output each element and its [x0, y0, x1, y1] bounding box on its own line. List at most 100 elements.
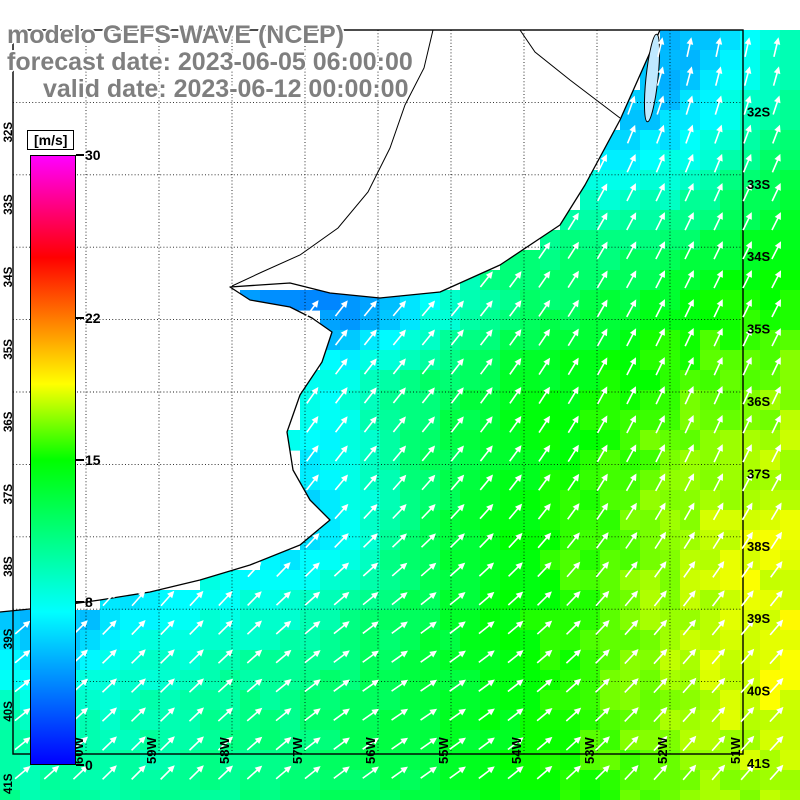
lat-label-left: 39S — [3, 628, 15, 649]
wind-arrow — [685, 66, 694, 86]
wind-arrow — [769, 706, 784, 723]
wind-arrow — [450, 300, 464, 317]
wind-arrow — [159, 707, 175, 722]
wind-arrow — [683, 502, 695, 521]
wind-arrow — [626, 328, 637, 347]
wind-arrow — [567, 473, 580, 491]
wind-arrow — [537, 532, 552, 549]
wind-arrow — [624, 764, 639, 781]
wind-arrow — [508, 503, 523, 520]
wind-arrow — [391, 766, 408, 779]
wind-arrow — [217, 649, 234, 664]
wind-arrow — [771, 241, 782, 260]
wind-arrow — [742, 357, 752, 376]
wind-arrow — [450, 329, 464, 346]
wind-arrow — [567, 444, 579, 463]
wind-arrow — [596, 415, 608, 434]
wind-arrow — [246, 707, 263, 722]
wind-arrow — [479, 533, 494, 548]
wind-arrow — [711, 764, 726, 781]
lon-label-bottom: 54W — [509, 737, 524, 764]
wind-arrow — [771, 212, 781, 231]
wind-arrow — [596, 328, 608, 347]
wind-arrow — [421, 416, 435, 433]
wind-arrow — [333, 621, 350, 635]
colorbar-tick-value: 22 — [85, 309, 101, 326]
wind-arrow — [538, 270, 551, 288]
wind-arrow — [567, 415, 579, 434]
wind-arrow — [305, 562, 320, 577]
wind-arrow — [771, 444, 781, 463]
wind-arrow — [246, 678, 263, 693]
wind-arrow — [508, 271, 522, 288]
wind-arrow — [392, 474, 407, 491]
title-forecast-date: forecast date: 2023-06-05 06:00:00 — [7, 48, 413, 76]
wind-arrow — [536, 649, 553, 664]
wind-arrow — [712, 502, 724, 521]
wind-arrow — [334, 358, 348, 375]
wind-arrow — [420, 737, 438, 750]
wind-arrow — [14, 765, 31, 780]
map-frame — [12, 29, 744, 755]
wind-arrow — [771, 153, 781, 173]
wind-arrow — [247, 561, 262, 578]
wind-arrow — [14, 708, 31, 722]
wind-arrow — [304, 650, 321, 664]
wind-arrow — [479, 474, 494, 491]
wind-arrow — [508, 532, 523, 549]
wind-arrow — [653, 677, 668, 694]
wind-arrow — [478, 766, 495, 780]
wind-arrow — [682, 648, 697, 665]
wind-arrow — [449, 766, 466, 779]
wind-arrow — [656, 124, 665, 144]
wind-arrow — [682, 677, 697, 694]
wind-arrow — [624, 707, 639, 723]
coastline — [0, 29, 661, 613]
wind-arrow — [508, 474, 522, 491]
wind-arrow — [363, 387, 377, 404]
wind-arrow — [685, 95, 694, 115]
wind-arrow — [772, 124, 781, 144]
wind-arrow — [304, 620, 321, 635]
wind-arrow — [567, 328, 579, 347]
river-border-line — [231, 29, 434, 287]
wind-arrow — [363, 329, 377, 346]
wind-arrow — [740, 648, 755, 665]
wind-arrow — [450, 533, 465, 548]
wind-arrow — [392, 416, 406, 433]
wind-arrow — [189, 765, 204, 780]
wind-arrow — [304, 591, 321, 606]
wind-arrow — [596, 241, 608, 260]
wind-arrow — [742, 182, 752, 202]
wind-arrow — [391, 533, 407, 548]
wind-arrow — [713, 182, 723, 202]
wind-arrow — [741, 561, 754, 578]
wind-arrow — [711, 677, 726, 694]
wind-arrow — [567, 386, 579, 405]
wind-arrow — [596, 502, 609, 520]
wind-arrow — [713, 444, 723, 463]
wind-arrow — [686, 37, 694, 57]
wind-arrow — [160, 736, 175, 751]
wind-arrow — [449, 679, 466, 692]
wind-arrow — [276, 562, 291, 578]
wind-arrow — [595, 532, 609, 549]
wind-arrow — [771, 415, 781, 434]
wind-arrow — [421, 445, 436, 462]
country-border-line — [519, 29, 621, 119]
colorbar-tick-value: 0 — [85, 757, 93, 773]
wind-arrow — [333, 562, 350, 577]
lon-label-bottom: 51W — [728, 737, 743, 764]
wind-arrow — [102, 590, 117, 607]
wind-arrow — [420, 562, 437, 577]
wind-arrow — [275, 591, 291, 606]
wind-arrow — [684, 212, 694, 231]
wind-arrow — [479, 358, 493, 375]
wind-arrow — [594, 678, 610, 693]
wind-arrow — [14, 679, 31, 693]
wind-arrow — [536, 591, 552, 606]
wind-arrow — [101, 707, 117, 722]
wind-arrow — [538, 299, 551, 317]
wind-arrow — [653, 619, 668, 636]
